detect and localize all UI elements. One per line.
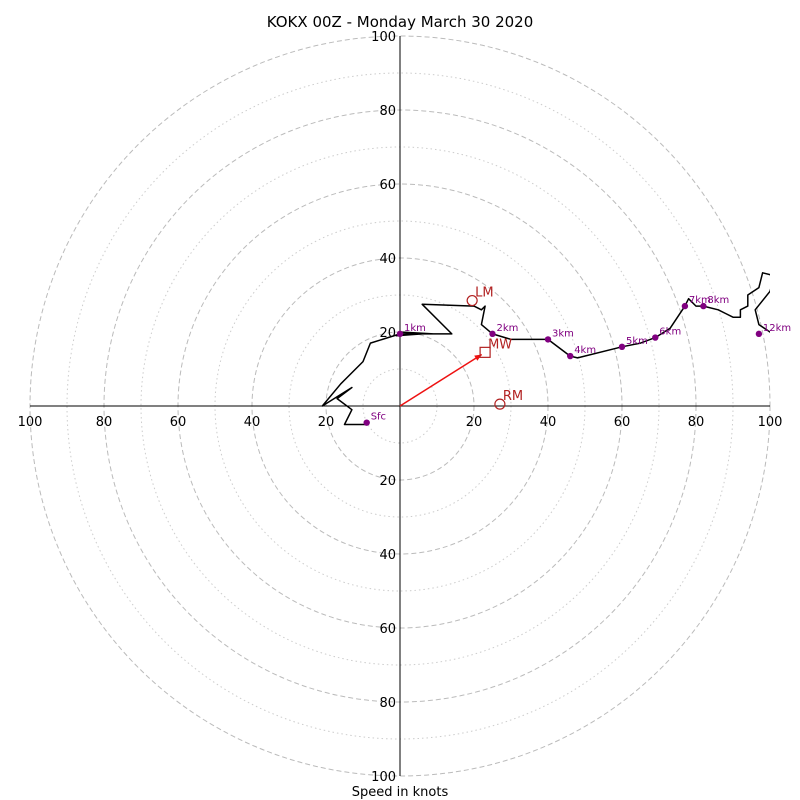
storm-motion-markers: MW LM RM	[399, 286, 523, 410]
hodograph-trace	[321, 272, 770, 426]
height-marker-label-5km: 5km	[626, 336, 648, 347]
height-marker-label-6km: 6km	[659, 327, 681, 338]
x-tick-label: 100	[758, 415, 783, 430]
y-tick-label-up: 100	[371, 30, 396, 45]
height-marker-label-12km: 12km	[763, 323, 791, 334]
height-marker-label-2km: 2km	[497, 323, 519, 334]
y-tick-label-up: 60	[379, 178, 396, 193]
y-tick-label-down: 60	[379, 622, 396, 637]
y-tick-label-up: 20	[379, 326, 396, 341]
x-axis-label: Speed in knots	[352, 785, 449, 800]
y-tick-label-up: 80	[379, 104, 396, 119]
height-marker-3km	[544, 336, 552, 343]
x-tick-label: 60	[614, 415, 631, 430]
height-marker-label-4km: 4km	[574, 345, 596, 356]
height-marker-label-1km: 1km	[404, 323, 426, 334]
x-tick-label: 80	[688, 415, 705, 430]
y-tick-label-down: 100	[371, 770, 396, 785]
mean-wind-marker	[479, 346, 491, 358]
x-tick-label: 20	[466, 415, 483, 430]
mean-wind-label: MW	[488, 337, 512, 352]
height-marker-4km	[567, 352, 574, 360]
height-marker-7km	[681, 302, 689, 310]
y-tick-label-down: 40	[379, 548, 396, 563]
y-tick-label-up: 40	[379, 252, 396, 267]
x-tick-label: 20	[318, 415, 335, 430]
height-marker-1km	[396, 330, 404, 338]
height-marker-2km	[489, 330, 496, 338]
height-marker-5km	[618, 343, 626, 350]
storm-motion-rm-label: RM	[503, 389, 523, 404]
mean-wind-arrow	[399, 353, 483, 407]
storm-motion-rm-marker	[494, 398, 506, 410]
storm-motion-lm-marker	[466, 294, 478, 307]
storm-motion-lm-label: LM	[475, 286, 493, 301]
x-tick-label: 100	[18, 415, 43, 430]
y-tick-label-down: 80	[379, 696, 396, 711]
x-tick-label: 40	[540, 415, 557, 430]
chart-title: KOKX 00Z - Monday March 30 2020	[267, 13, 534, 31]
y-tick-label-down: 20	[379, 474, 396, 489]
height-marker-label-8km: 8km	[707, 295, 729, 306]
x-tick-label: 80	[96, 415, 113, 430]
height-marker-6km	[652, 334, 659, 341]
height-marker-sfc	[363, 419, 370, 426]
height-marker-label-3km: 3km	[552, 328, 574, 339]
height-marker-label-sfc: Sfc	[371, 412, 386, 423]
wind-trace-line	[321, 272, 770, 426]
height-marker-12km	[755, 330, 763, 338]
x-tick-label: 60	[170, 415, 187, 430]
height-marker-8km	[700, 302, 707, 310]
x-tick-label: 40	[244, 415, 261, 430]
tick-labels: 100 80 60 40 20 20 40 60 80 100 20 40 60 80 100 20 40 60 8…	[18, 30, 783, 785]
height-marker-label-7km: 7km	[689, 295, 711, 306]
